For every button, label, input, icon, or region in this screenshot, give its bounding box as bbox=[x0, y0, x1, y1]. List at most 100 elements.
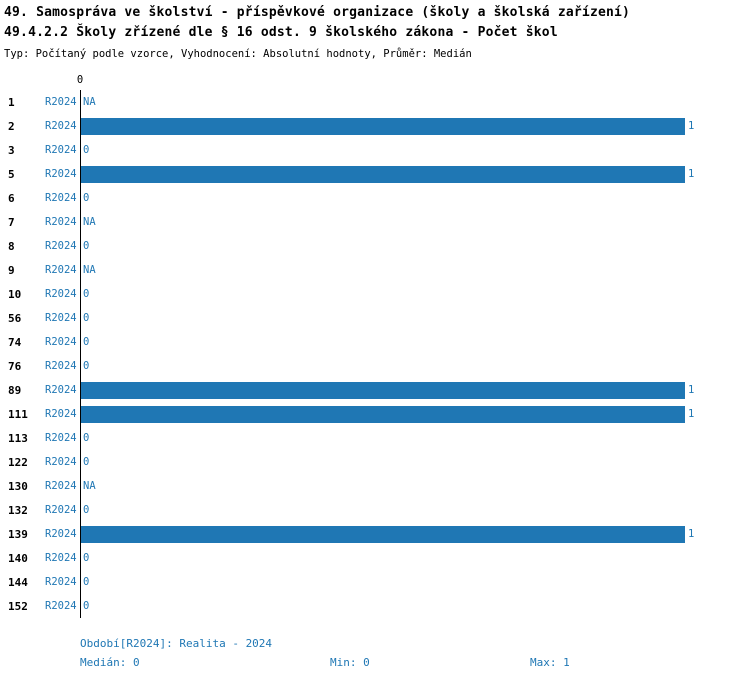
chart-row: 3 R2024 0 bbox=[0, 138, 750, 162]
chart-row: 2 R2024 1 bbox=[0, 114, 750, 138]
chart-row: 130 R2024 NA bbox=[0, 474, 750, 498]
row-value-label: 0 bbox=[83, 432, 90, 444]
chart-row: 139 R2024 1 bbox=[0, 522, 750, 546]
footer-period-label: Období[R2024]: Realita - 2024 bbox=[80, 637, 273, 650]
chart-row: 6 R2024 0 bbox=[0, 186, 750, 210]
row-bar-area: 0 bbox=[80, 138, 750, 162]
chart-subtitle: Typ: Počítaný podle vzorce, Vyhodnocení:… bbox=[4, 48, 472, 60]
chart-row: 74 R2024 0 bbox=[0, 330, 750, 354]
chart-row: 9 R2024 NA bbox=[0, 258, 750, 282]
row-value-label: 1 bbox=[688, 120, 695, 132]
row-value-label: 1 bbox=[688, 384, 695, 396]
chart-row: 10 R2024 0 bbox=[0, 282, 750, 306]
chart-row: 7 R2024 NA bbox=[0, 210, 750, 234]
row-period-label: R2024 bbox=[45, 504, 77, 516]
row-period-label: R2024 bbox=[45, 120, 77, 132]
row-category-label: 132 bbox=[8, 503, 28, 517]
row-category-label: 130 bbox=[8, 479, 28, 493]
row-value-label: 0 bbox=[83, 240, 90, 252]
row-value-label: 0 bbox=[83, 456, 90, 468]
stat-median: Medián: 0 bbox=[80, 656, 140, 669]
row-category-label: 89 bbox=[8, 383, 22, 397]
value-bar bbox=[80, 165, 685, 183]
row-value-label: 0 bbox=[83, 504, 90, 516]
chart-row: 89 R2024 1 bbox=[0, 378, 750, 402]
chart-row: 113 R2024 0 bbox=[0, 426, 750, 450]
row-period-label: R2024 bbox=[45, 336, 77, 348]
row-bar-area: 1 bbox=[80, 114, 750, 138]
row-value-label: NA bbox=[83, 216, 96, 228]
row-category-label: 9 bbox=[8, 263, 15, 277]
row-category-label: 3 bbox=[8, 143, 15, 157]
footer-stats: Medián: 0 Min: 0 Max: 1 bbox=[0, 656, 750, 670]
row-bar-area: NA bbox=[80, 210, 750, 234]
row-category-label: 139 bbox=[8, 527, 28, 541]
chart-row: 140 R2024 0 bbox=[0, 546, 750, 570]
row-period-label: R2024 bbox=[45, 480, 77, 492]
row-period-label: R2024 bbox=[45, 168, 77, 180]
row-category-label: 152 bbox=[8, 599, 28, 613]
row-bar-area: 1 bbox=[80, 522, 750, 546]
row-period-label: R2024 bbox=[45, 360, 77, 372]
row-period-label: R2024 bbox=[45, 288, 77, 300]
row-value-label: 1 bbox=[688, 408, 695, 420]
row-category-label: 5 bbox=[8, 167, 15, 181]
row-period-label: R2024 bbox=[45, 456, 77, 468]
chart-row: 76 R2024 0 bbox=[0, 354, 750, 378]
row-period-label: R2024 bbox=[45, 384, 77, 396]
chart-row: 144 R2024 0 bbox=[0, 570, 750, 594]
row-value-label: 0 bbox=[83, 600, 90, 612]
row-value-label: 0 bbox=[83, 312, 90, 324]
row-category-label: 76 bbox=[8, 359, 22, 373]
chart-row: 8 R2024 0 bbox=[0, 234, 750, 258]
row-category-label: 6 bbox=[8, 191, 15, 205]
row-value-label: 1 bbox=[688, 168, 695, 180]
row-value-label: 0 bbox=[83, 144, 90, 156]
row-category-label: 111 bbox=[8, 407, 28, 421]
row-bar-area: 0 bbox=[80, 354, 750, 378]
chart-row: 111 R2024 1 bbox=[0, 402, 750, 426]
y-axis-line bbox=[80, 90, 81, 618]
row-period-label: R2024 bbox=[45, 192, 77, 204]
row-period-label: R2024 bbox=[45, 408, 77, 420]
row-value-label: 0 bbox=[83, 288, 90, 300]
row-period-label: R2024 bbox=[45, 552, 77, 564]
value-bar bbox=[80, 381, 685, 399]
row-period-label: R2024 bbox=[45, 432, 77, 444]
row-bar-area: 1 bbox=[80, 162, 750, 186]
row-value-label: 0 bbox=[83, 336, 90, 348]
row-bar-area: 0 bbox=[80, 186, 750, 210]
row-bar-area: 0 bbox=[80, 282, 750, 306]
stat-max: Max: 1 bbox=[530, 656, 570, 669]
chart-row: 56 R2024 0 bbox=[0, 306, 750, 330]
row-bar-area: 0 bbox=[80, 306, 750, 330]
row-category-label: 74 bbox=[8, 335, 22, 349]
bar-chart-rows: 1 R2024 NA 2 R2024 1 3 R2024 0 5 R2024 1 6 R2024 0 7 R20… bbox=[0, 90, 750, 618]
chart-title-line2: 49.4.2.2 Školy zřízené dle § 16 odst. 9 … bbox=[4, 25, 558, 40]
row-bar-area: 0 bbox=[80, 498, 750, 522]
row-bar-area: NA bbox=[80, 90, 750, 114]
row-category-label: 1 bbox=[8, 95, 15, 109]
row-value-label: NA bbox=[83, 264, 96, 276]
row-bar-area: NA bbox=[80, 474, 750, 498]
row-category-label: 56 bbox=[8, 311, 22, 325]
row-category-label: 10 bbox=[8, 287, 22, 301]
row-value-label: NA bbox=[83, 480, 96, 492]
row-value-label: 0 bbox=[83, 552, 90, 564]
row-bar-area: 0 bbox=[80, 546, 750, 570]
row-period-label: R2024 bbox=[45, 576, 77, 588]
row-period-label: R2024 bbox=[45, 96, 77, 108]
chart-row: 122 R2024 0 bbox=[0, 450, 750, 474]
row-bar-area: 0 bbox=[80, 450, 750, 474]
row-period-label: R2024 bbox=[45, 144, 77, 156]
row-bar-area: 0 bbox=[80, 426, 750, 450]
value-bar bbox=[80, 405, 685, 423]
value-bar bbox=[80, 525, 685, 543]
row-category-label: 140 bbox=[8, 551, 28, 565]
row-bar-area: 0 bbox=[80, 570, 750, 594]
row-value-label: 1 bbox=[688, 528, 695, 540]
chart-row: 5 R2024 1 bbox=[0, 162, 750, 186]
chart-row: 1 R2024 NA bbox=[0, 90, 750, 114]
row-value-label: 0 bbox=[83, 192, 90, 204]
